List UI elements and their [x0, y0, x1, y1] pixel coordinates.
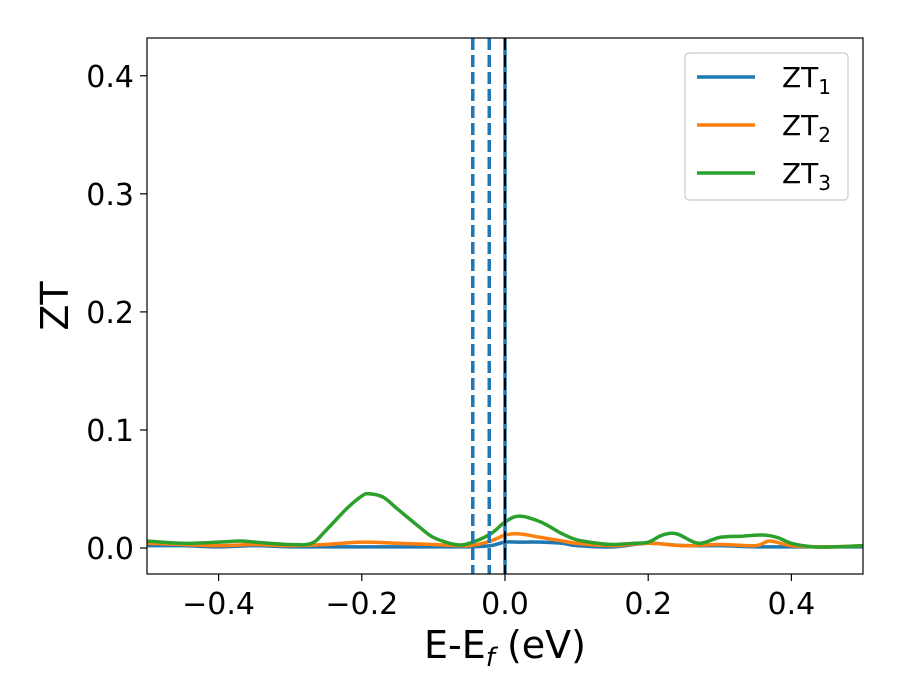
x-tick-label: 0.2 — [624, 587, 672, 622]
legend-items: ZT1 ZT2 ZT3 — [697, 61, 831, 195]
series-line-3 — [147, 491, 863, 549]
legend-label-2: ZT2 — [782, 109, 831, 147]
legend: ZT1 ZT2 ZT3 — [684, 52, 849, 201]
x-axis-label-unit: (eV) — [495, 623, 586, 667]
y-axis-label: ZT — [33, 281, 77, 331]
legend-box — [684, 52, 849, 201]
legend-label-1: ZT1 — [782, 61, 831, 99]
y-tick-label: 0.0 — [86, 532, 134, 567]
legend-label-3: ZT3 — [782, 157, 831, 195]
y-tick-label: 0.4 — [86, 60, 134, 95]
y-axis-ticks: 0.0 0.1 0.2 0.3 0.4 — [86, 60, 147, 567]
x-tick-label: −0.4 — [182, 587, 255, 622]
plot-lines — [147, 491, 863, 549]
x-tick-label: −0.2 — [325, 587, 398, 622]
x-axis-label-main: E-E — [424, 623, 486, 667]
x-axis-ticks: −0.4 −0.2 0.0 0.2 0.4 — [182, 574, 815, 622]
y-tick-label: 0.1 — [86, 414, 134, 449]
x-tick-label: 0.4 — [768, 587, 816, 622]
x-tick-label: 0.0 — [481, 587, 529, 622]
x-axis-label: E-Ef (eV) — [424, 623, 586, 673]
y-tick-label: 0.3 — [86, 178, 134, 213]
y-tick-label: 0.2 — [86, 296, 134, 331]
reference-vertical-lines — [471, 38, 507, 574]
